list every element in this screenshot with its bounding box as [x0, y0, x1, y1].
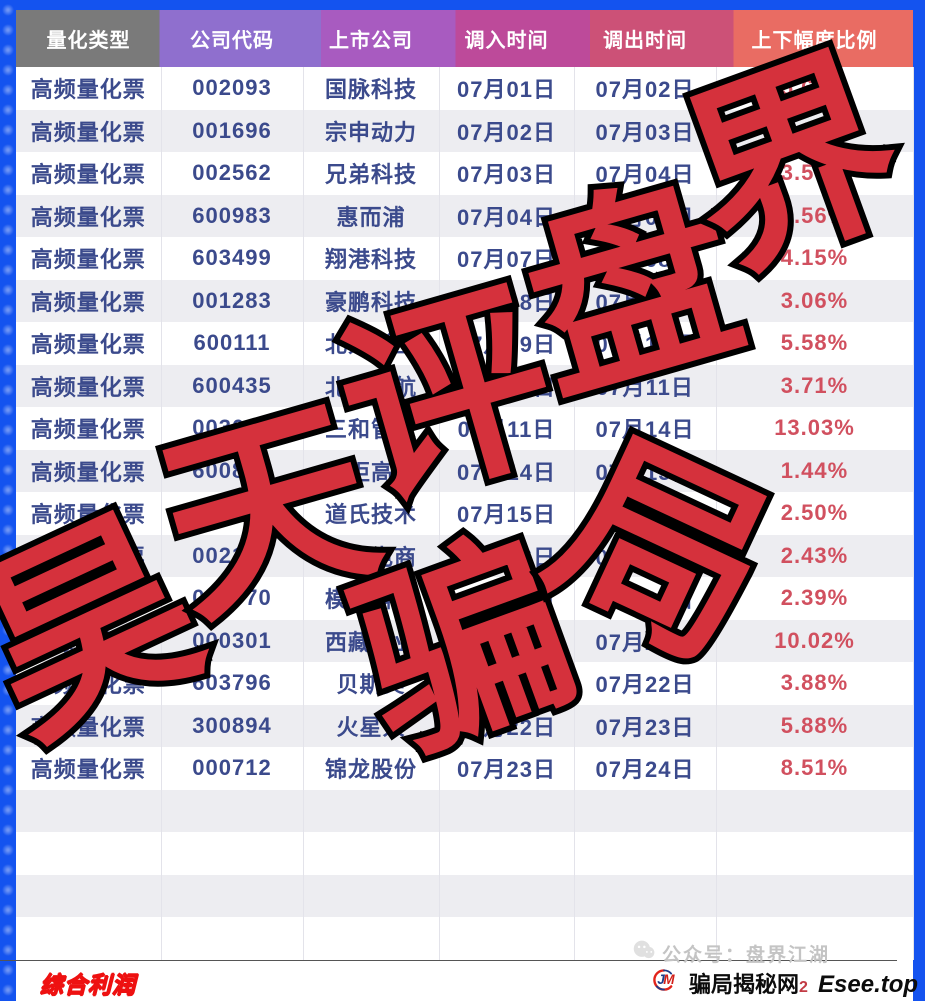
svg-text:M: M	[663, 972, 675, 987]
